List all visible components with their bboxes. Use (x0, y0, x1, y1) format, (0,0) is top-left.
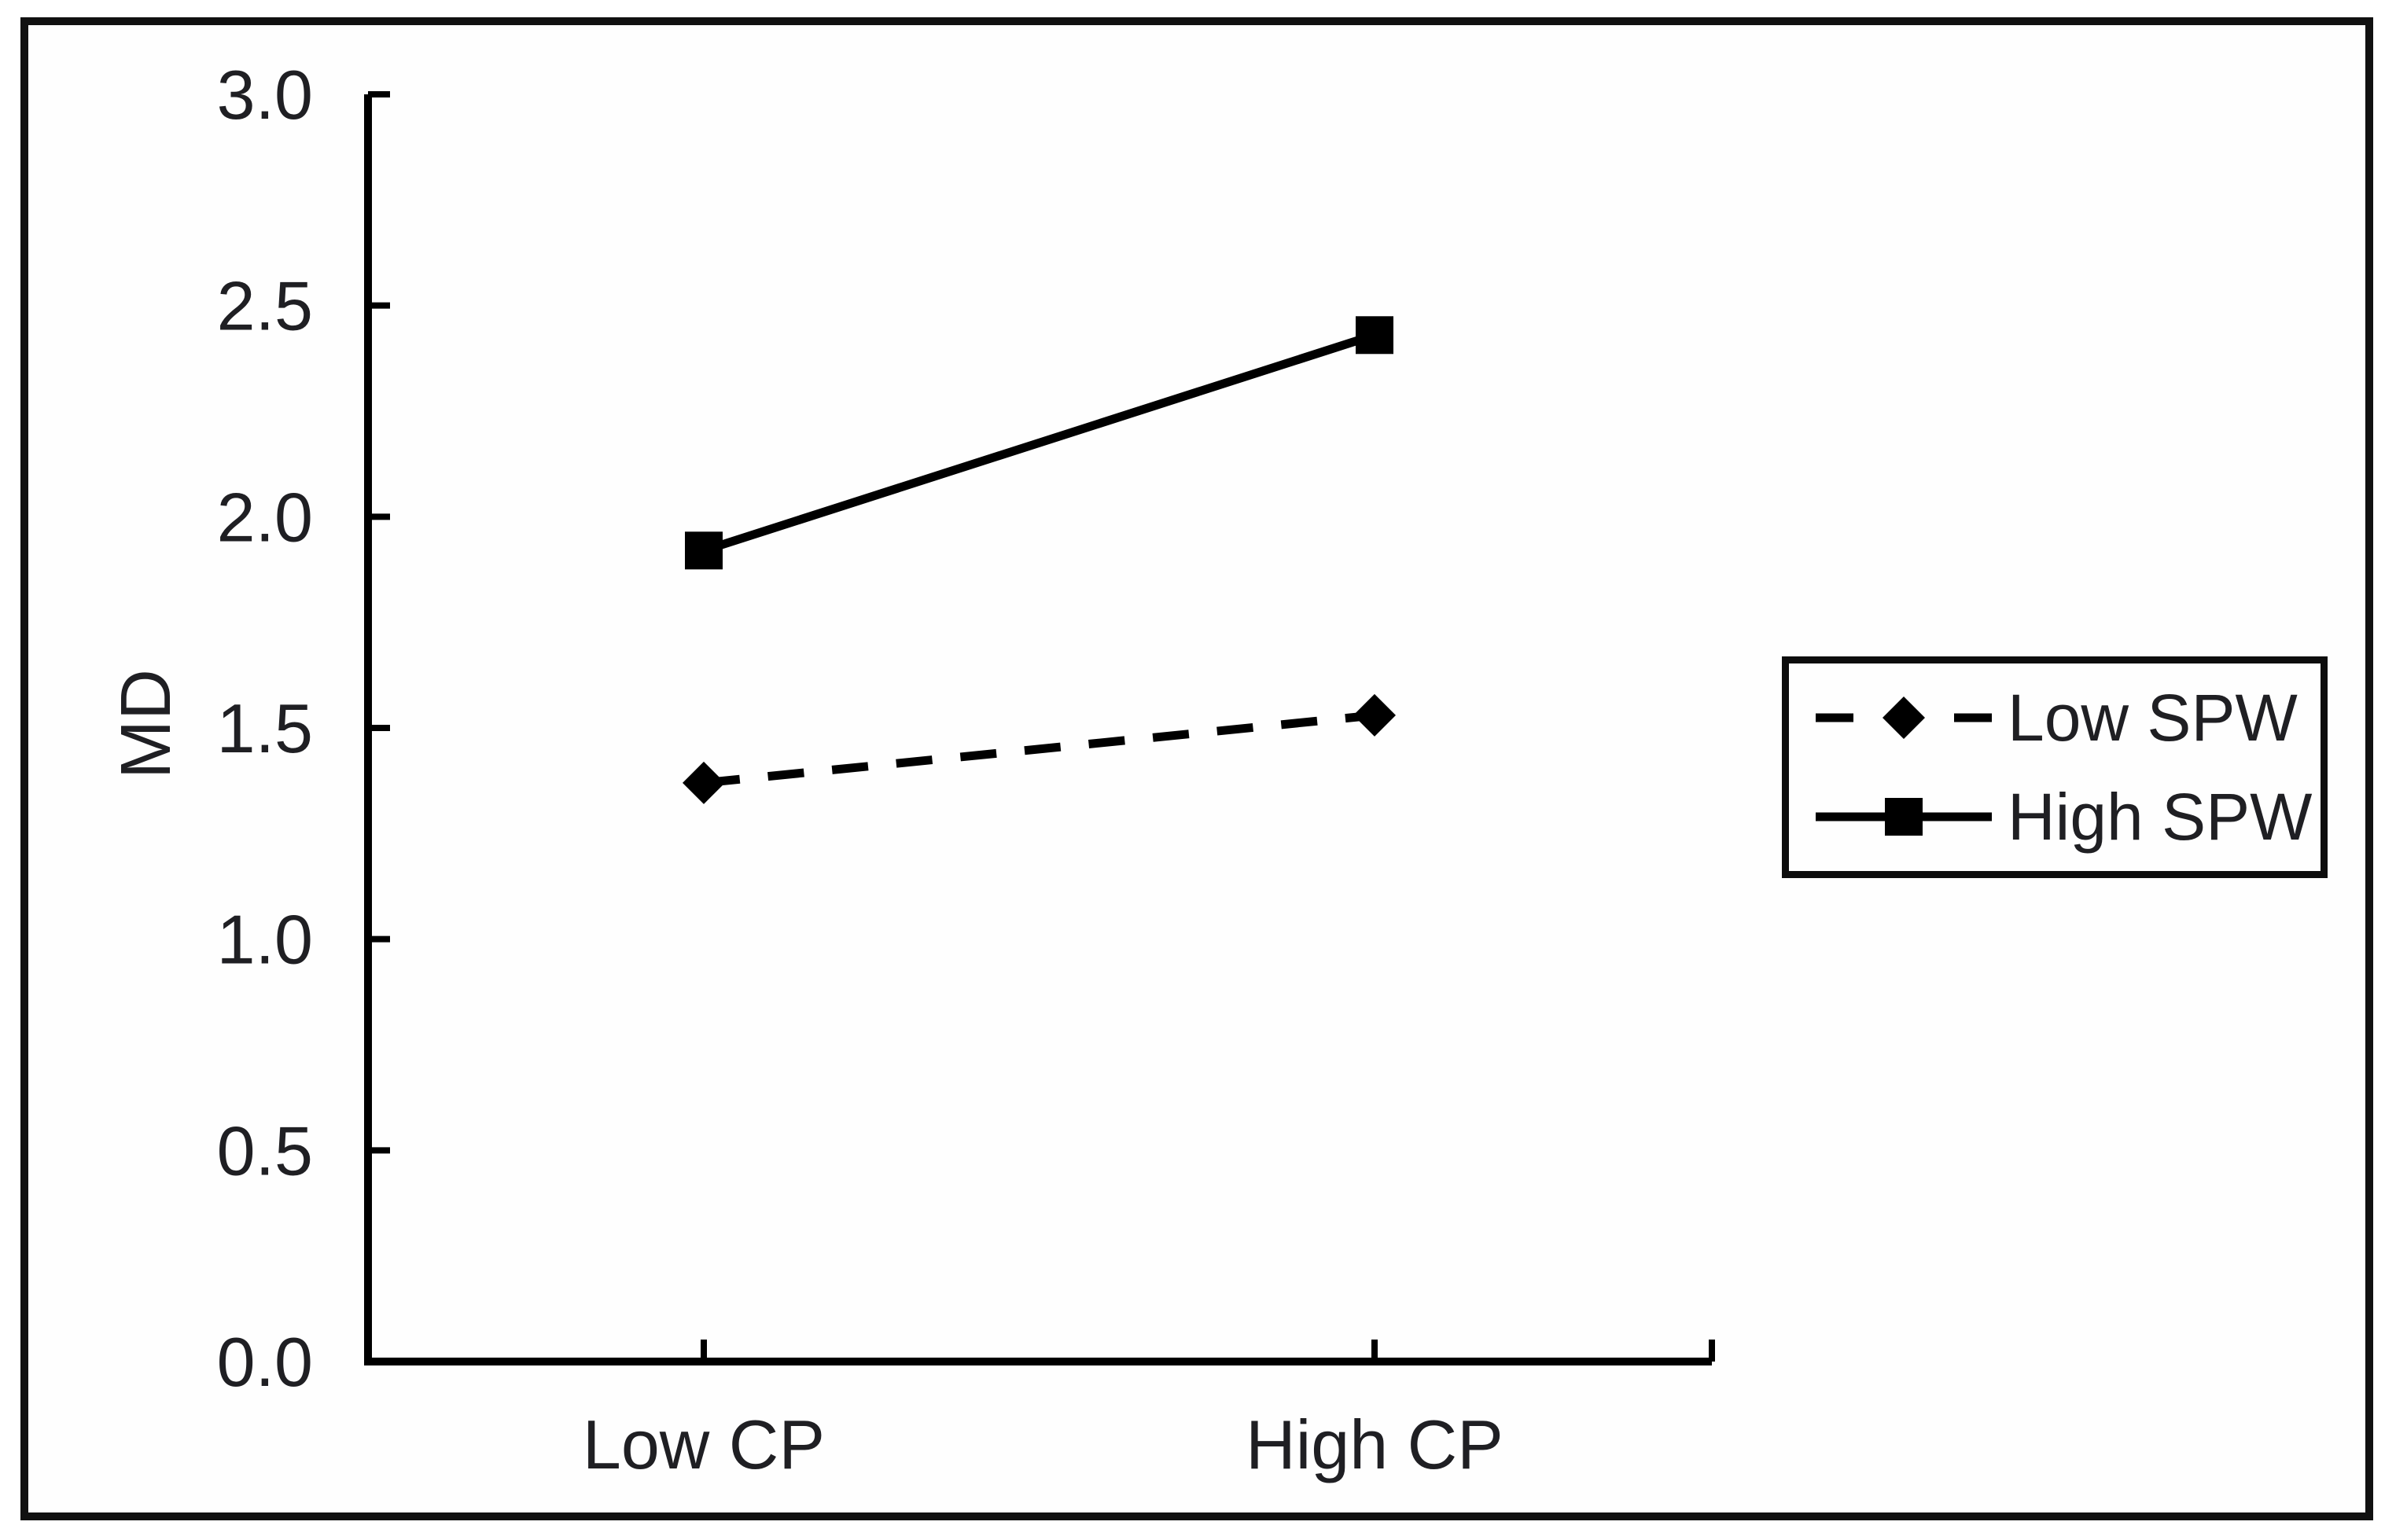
x-tick-label: High CP (1246, 1406, 1503, 1483)
diamond-marker-icon (1883, 696, 1925, 739)
marker-square-high-spw (685, 531, 723, 570)
y-tick-label: 0.0 (217, 1323, 313, 1401)
marker-diamond-low-spw (1353, 693, 1396, 737)
y-tick-label: 1.5 (217, 689, 313, 767)
legend-item-high-spw: High SPW (1816, 770, 2321, 864)
square-marker-icon (1885, 798, 1923, 836)
marker-diamond-low-spw (683, 761, 725, 804)
legend-sample-solid-square-icon (1816, 798, 1992, 836)
legend-item-low-spw: Low SPW (1816, 671, 2321, 765)
y-tick-label: 1.0 (217, 901, 313, 979)
y-axis-title: MD (107, 669, 186, 779)
legend-label-low-spw: Low SPW (2008, 680, 2298, 755)
y-tick-label: 2.5 (217, 267, 313, 345)
y-tick-label: 0.5 (217, 1112, 313, 1189)
series-line-high-spw (702, 331, 1376, 555)
legend-sample-dashed-diamond-icon (1816, 696, 1992, 739)
series-line-low-spw (703, 711, 1375, 788)
y-tick-label: 2.0 (217, 478, 313, 556)
legend-label-high-spw: High SPW (2008, 779, 2313, 854)
marker-square-high-spw (1356, 316, 1393, 355)
y-tick-label: 3.0 (217, 56, 313, 134)
x-tick-label: Low CP (583, 1406, 825, 1483)
legend: Low SPW High SPW (1782, 656, 2328, 878)
